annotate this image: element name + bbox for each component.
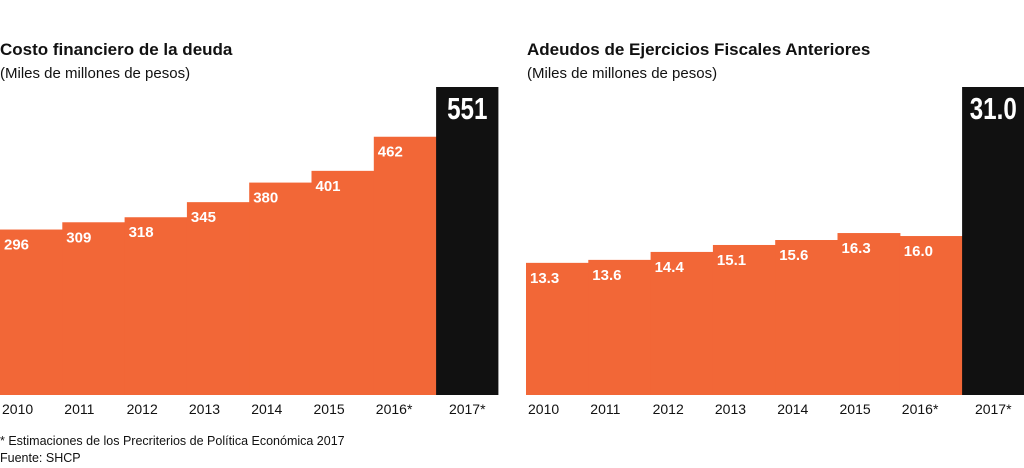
data-label: 16.0 <box>904 243 933 260</box>
data-label: 380 <box>253 190 278 207</box>
chart-subtitle: (Miles de millones de pesos) <box>0 65 190 82</box>
x-tick-label: 2011 <box>590 401 620 417</box>
data-label: 462 <box>378 144 403 161</box>
data-label: 551 <box>447 91 487 126</box>
bar <box>62 222 126 395</box>
bar <box>186 202 250 395</box>
x-tick-label: 2013 <box>189 401 220 417</box>
footnote: * Estimaciones de los Precriterios de Po… <box>0 434 345 448</box>
bar <box>526 262 589 395</box>
data-label: 296 <box>4 237 29 254</box>
x-tick-label: 2015 <box>840 401 871 417</box>
data-label: 13.6 <box>592 267 621 284</box>
x-tick-label: 2015 <box>314 401 345 417</box>
x-tick-label: 2011 <box>64 401 94 417</box>
x-tick-label: 2016* <box>902 401 939 417</box>
x-tick-label: 2014 <box>251 401 282 417</box>
x-tick-label: 2012 <box>653 401 684 417</box>
data-label: 15.6 <box>779 247 808 264</box>
chart-title: Costo financiero de la deuda <box>0 40 233 59</box>
data-label: 13.3 <box>530 270 559 287</box>
bar <box>249 182 313 395</box>
bar <box>899 236 963 395</box>
bar <box>775 240 839 395</box>
bar <box>588 259 652 395</box>
x-tick-label: 2016* <box>376 401 413 417</box>
bar <box>650 251 714 395</box>
data-label: 14.4 <box>655 259 685 276</box>
source-note: Fuente: SHCP <box>0 451 81 465</box>
x-tick-label: 2013 <box>715 401 746 417</box>
bar <box>837 233 901 395</box>
data-label: 345 <box>191 209 216 226</box>
bar <box>373 136 437 395</box>
data-label: 16.3 <box>842 240 871 257</box>
bar <box>311 170 375 395</box>
bar <box>0 229 63 395</box>
data-label: 318 <box>129 224 154 241</box>
bar <box>712 244 776 395</box>
chart-subtitle: (Miles de millones de pesos) <box>527 65 717 82</box>
x-tick-label: 2017* <box>449 401 486 417</box>
data-label: 15.1 <box>717 252 746 269</box>
x-tick-label: 2010 <box>2 401 33 417</box>
bar-highlight <box>436 87 499 395</box>
data-label: 309 <box>66 229 91 246</box>
x-tick-label: 2014 <box>777 401 808 417</box>
data-label: 31.0 <box>970 91 1017 126</box>
bar <box>124 217 188 395</box>
x-tick-label: 2017* <box>975 401 1012 417</box>
bar-highlight <box>962 87 1024 395</box>
chart-title: Adeudos de Ejercicios Fiscales Anteriore… <box>527 40 870 59</box>
x-tick-label: 2012 <box>127 401 158 417</box>
data-label: 401 <box>316 178 341 195</box>
x-tick-label: 2010 <box>528 401 559 417</box>
